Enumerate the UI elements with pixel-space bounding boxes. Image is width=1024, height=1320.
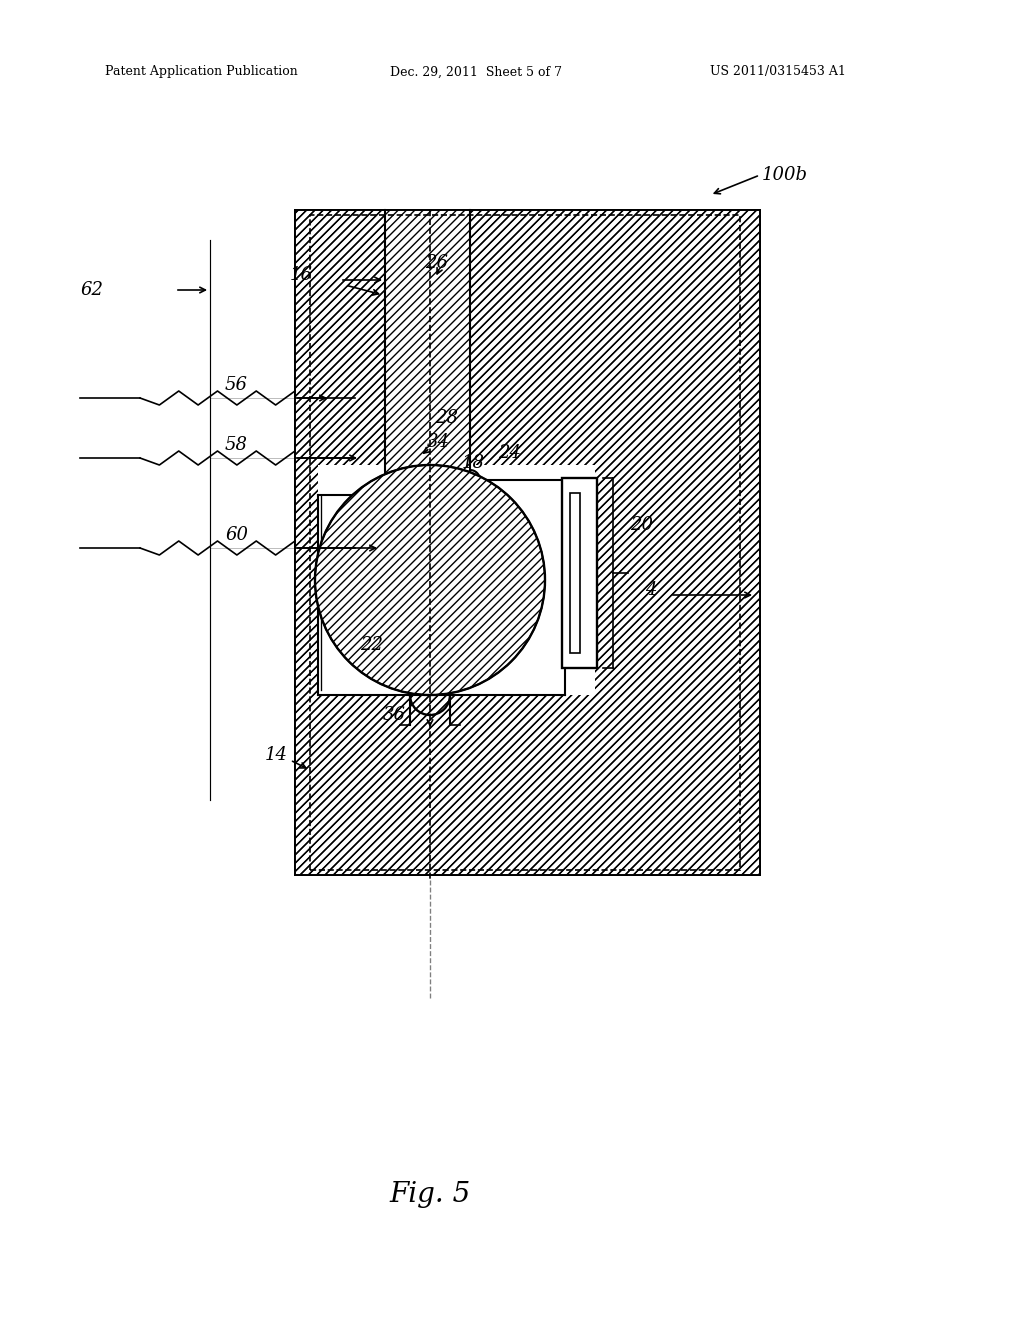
Text: 28: 28 xyxy=(435,409,458,426)
Text: 20: 20 xyxy=(630,516,653,535)
Bar xyxy=(562,478,597,668)
Text: 24: 24 xyxy=(498,444,521,462)
Bar xyxy=(295,210,760,875)
Text: 62: 62 xyxy=(80,281,103,300)
Text: 56: 56 xyxy=(225,376,248,393)
Bar xyxy=(385,210,470,490)
Text: 14: 14 xyxy=(265,746,288,764)
Text: Fig. 5: Fig. 5 xyxy=(389,1181,471,1209)
Bar xyxy=(295,210,760,875)
Bar xyxy=(295,210,760,875)
Bar xyxy=(295,210,760,875)
Text: US 2011/0315453 A1: US 2011/0315453 A1 xyxy=(710,66,846,78)
Text: Dec. 29, 2011  Sheet 5 of 7: Dec. 29, 2011 Sheet 5 of 7 xyxy=(390,66,562,78)
Text: 34: 34 xyxy=(427,433,450,451)
Text: 100b: 100b xyxy=(762,166,808,183)
Bar xyxy=(385,210,470,490)
Text: 60: 60 xyxy=(225,525,248,544)
Text: Patent Application Publication: Patent Application Publication xyxy=(105,66,298,78)
Text: 22: 22 xyxy=(360,636,383,653)
Text: 58: 58 xyxy=(225,436,248,454)
Bar xyxy=(570,492,580,653)
Text: 36: 36 xyxy=(383,706,406,723)
Circle shape xyxy=(315,465,545,696)
Bar xyxy=(295,210,760,875)
Text: 18: 18 xyxy=(462,454,485,473)
Text: 26: 26 xyxy=(425,253,449,272)
Bar xyxy=(310,215,740,870)
Bar xyxy=(318,465,595,696)
Text: 16: 16 xyxy=(290,267,313,284)
Bar xyxy=(385,210,470,490)
Text: 4: 4 xyxy=(645,581,656,599)
